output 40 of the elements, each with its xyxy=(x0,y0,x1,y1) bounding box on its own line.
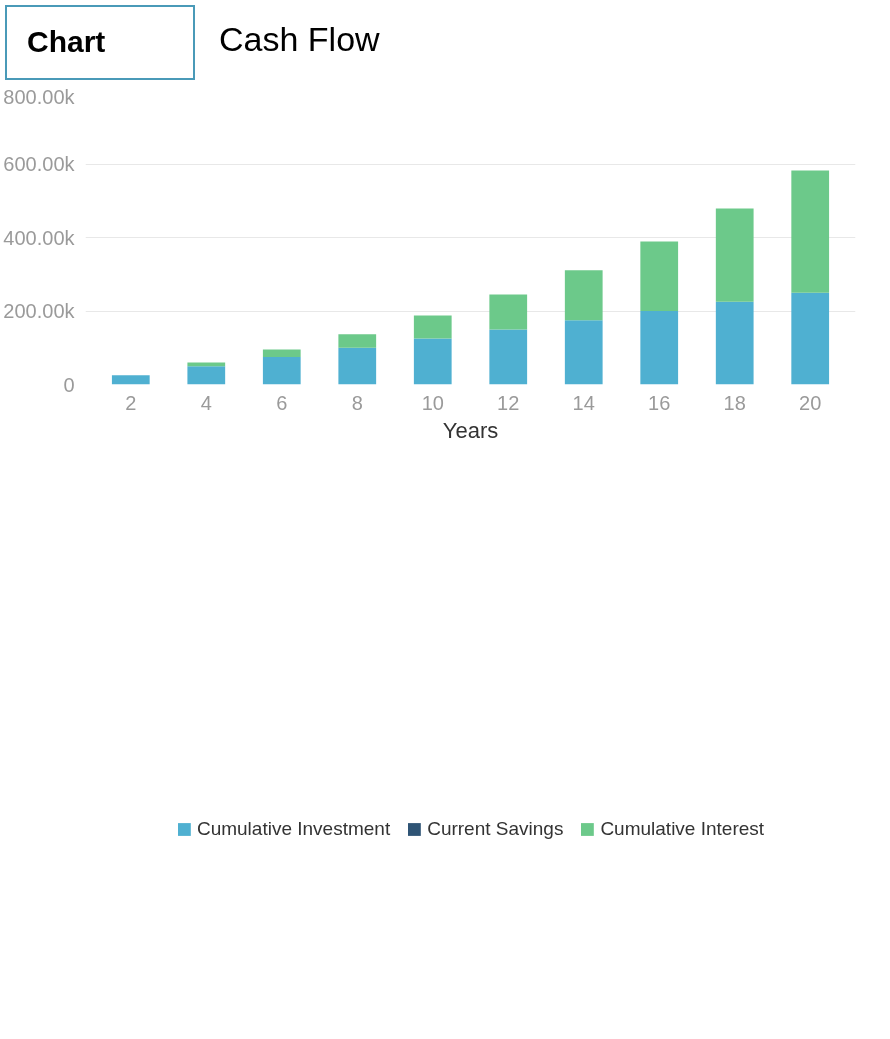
legend-label: Cumulative Investment xyxy=(196,818,391,841)
x-tick-label: 16 xyxy=(648,391,671,414)
bar xyxy=(262,349,301,357)
legend-label: Current Savings xyxy=(427,818,564,841)
y-tick-label: 800.00k xyxy=(3,85,76,108)
bar xyxy=(791,170,830,293)
y-tick-label: 200.00k xyxy=(3,299,76,322)
x-tick-label: 2 xyxy=(125,391,137,414)
x-tick-label: 14 xyxy=(572,391,595,414)
bar xyxy=(715,301,754,385)
bar xyxy=(413,315,452,339)
bar xyxy=(338,347,377,385)
y-tick-label: 0 xyxy=(63,373,75,396)
x-axis-title: Years xyxy=(442,417,499,443)
bar xyxy=(187,365,226,385)
x-tick-label: 8 xyxy=(351,391,363,414)
bar xyxy=(564,270,603,321)
x-tick-label: 20 xyxy=(799,391,822,414)
x-tick-label: 6 xyxy=(276,391,288,414)
chart-title: Cash Flow xyxy=(219,19,380,60)
bar xyxy=(640,241,679,311)
x-tick-label: 12 xyxy=(497,391,520,414)
text: Chart xyxy=(27,24,106,60)
bar xyxy=(413,338,452,385)
legend-label: Cumulative Interest xyxy=(600,818,765,841)
bar xyxy=(564,320,603,385)
bar xyxy=(338,334,377,348)
bar xyxy=(262,356,301,385)
x-tick-label: 18 xyxy=(723,391,746,414)
bar xyxy=(640,310,679,385)
bar xyxy=(489,294,528,330)
x-tick-label: 10 xyxy=(421,391,444,414)
x-tick-label: 4 xyxy=(200,391,212,414)
bar xyxy=(791,292,830,385)
y-tick-label: 600.00k xyxy=(3,152,76,175)
bar xyxy=(489,329,528,385)
bar xyxy=(715,208,754,302)
bar xyxy=(111,375,150,385)
y-tick-label: 400.00k xyxy=(3,226,76,249)
bar xyxy=(187,362,226,366)
